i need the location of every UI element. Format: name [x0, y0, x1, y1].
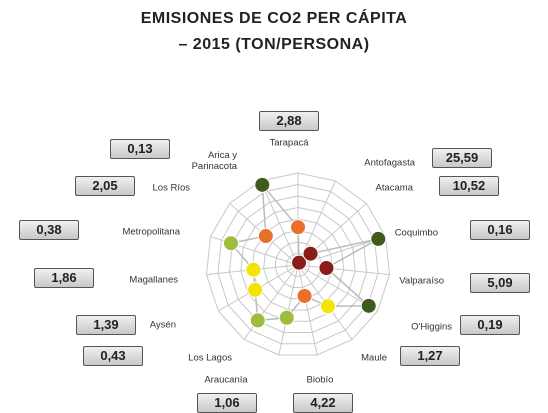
category-label: Los Ríos — [152, 182, 191, 194]
radar-point — [302, 245, 319, 262]
radar-point — [360, 297, 377, 314]
value-label: 0,43 — [83, 346, 143, 366]
value-label: 4,22 — [293, 393, 353, 413]
value-label: 2,05 — [75, 176, 135, 196]
category-label: O'Higgins — [411, 321, 452, 333]
value-label: 0,13 — [110, 139, 170, 159]
value-label: 2,88 — [259, 111, 319, 131]
value-label: 1,86 — [34, 268, 94, 288]
grid-ring — [240, 206, 356, 322]
category-label: Valparaíso — [399, 275, 444, 287]
value-label: 0,16 — [470, 220, 530, 240]
radar-point — [245, 261, 262, 278]
value-label: 25,59 — [432, 148, 492, 168]
radar-point — [257, 228, 274, 245]
category-label: Los Lagos — [188, 352, 232, 364]
value-label: 1,06 — [197, 393, 257, 413]
spoke — [243, 264, 299, 340]
category-label: Arica y Parinacota — [191, 150, 237, 172]
grid-ring — [205, 172, 391, 356]
category-label: Coquimbo — [394, 227, 438, 239]
radar-point — [319, 298, 336, 315]
category-label: Atacama — [375, 182, 414, 194]
value-label: 0,19 — [460, 315, 520, 335]
grid-ring — [217, 183, 379, 345]
grid-ring — [228, 195, 368, 333]
radar-point — [222, 235, 239, 252]
value-label: 1,27 — [400, 346, 460, 366]
radar-point — [370, 230, 387, 247]
spoke — [297, 264, 390, 276]
category-label: Maule — [361, 352, 387, 364]
spoke — [260, 180, 299, 266]
chart-title: – 2015 (TON/PERSONA) — [178, 36, 370, 53]
value-label: 0,38 — [19, 220, 79, 240]
value-label: 1,39 — [76, 315, 136, 335]
category-label: Aysén — [149, 319, 176, 331]
grid-ring — [251, 218, 345, 311]
chart-title: EMISIONES DE CO2 PER CÁPITA — [140, 10, 408, 27]
radar-point — [296, 287, 313, 304]
radar-point — [254, 176, 271, 193]
category-label: Tarapacá — [269, 137, 309, 149]
radar-point — [247, 281, 264, 298]
radar-point — [249, 312, 266, 329]
category-label: Araucanía — [204, 374, 248, 386]
radar-point — [291, 254, 308, 271]
radar-point — [318, 259, 335, 276]
spoke — [297, 264, 318, 356]
value-label: 5,09 — [470, 273, 530, 293]
radar-point — [278, 309, 295, 326]
category-label: Magallanes — [129, 274, 178, 286]
category-label: Antofagasta — [364, 157, 415, 169]
value-label: 10,52 — [439, 176, 499, 196]
radar-point — [290, 219, 306, 236]
radar-line — [229, 182, 379, 322]
category-label: Metropolitana — [122, 226, 180, 238]
category-label: Biobío — [306, 374, 334, 386]
